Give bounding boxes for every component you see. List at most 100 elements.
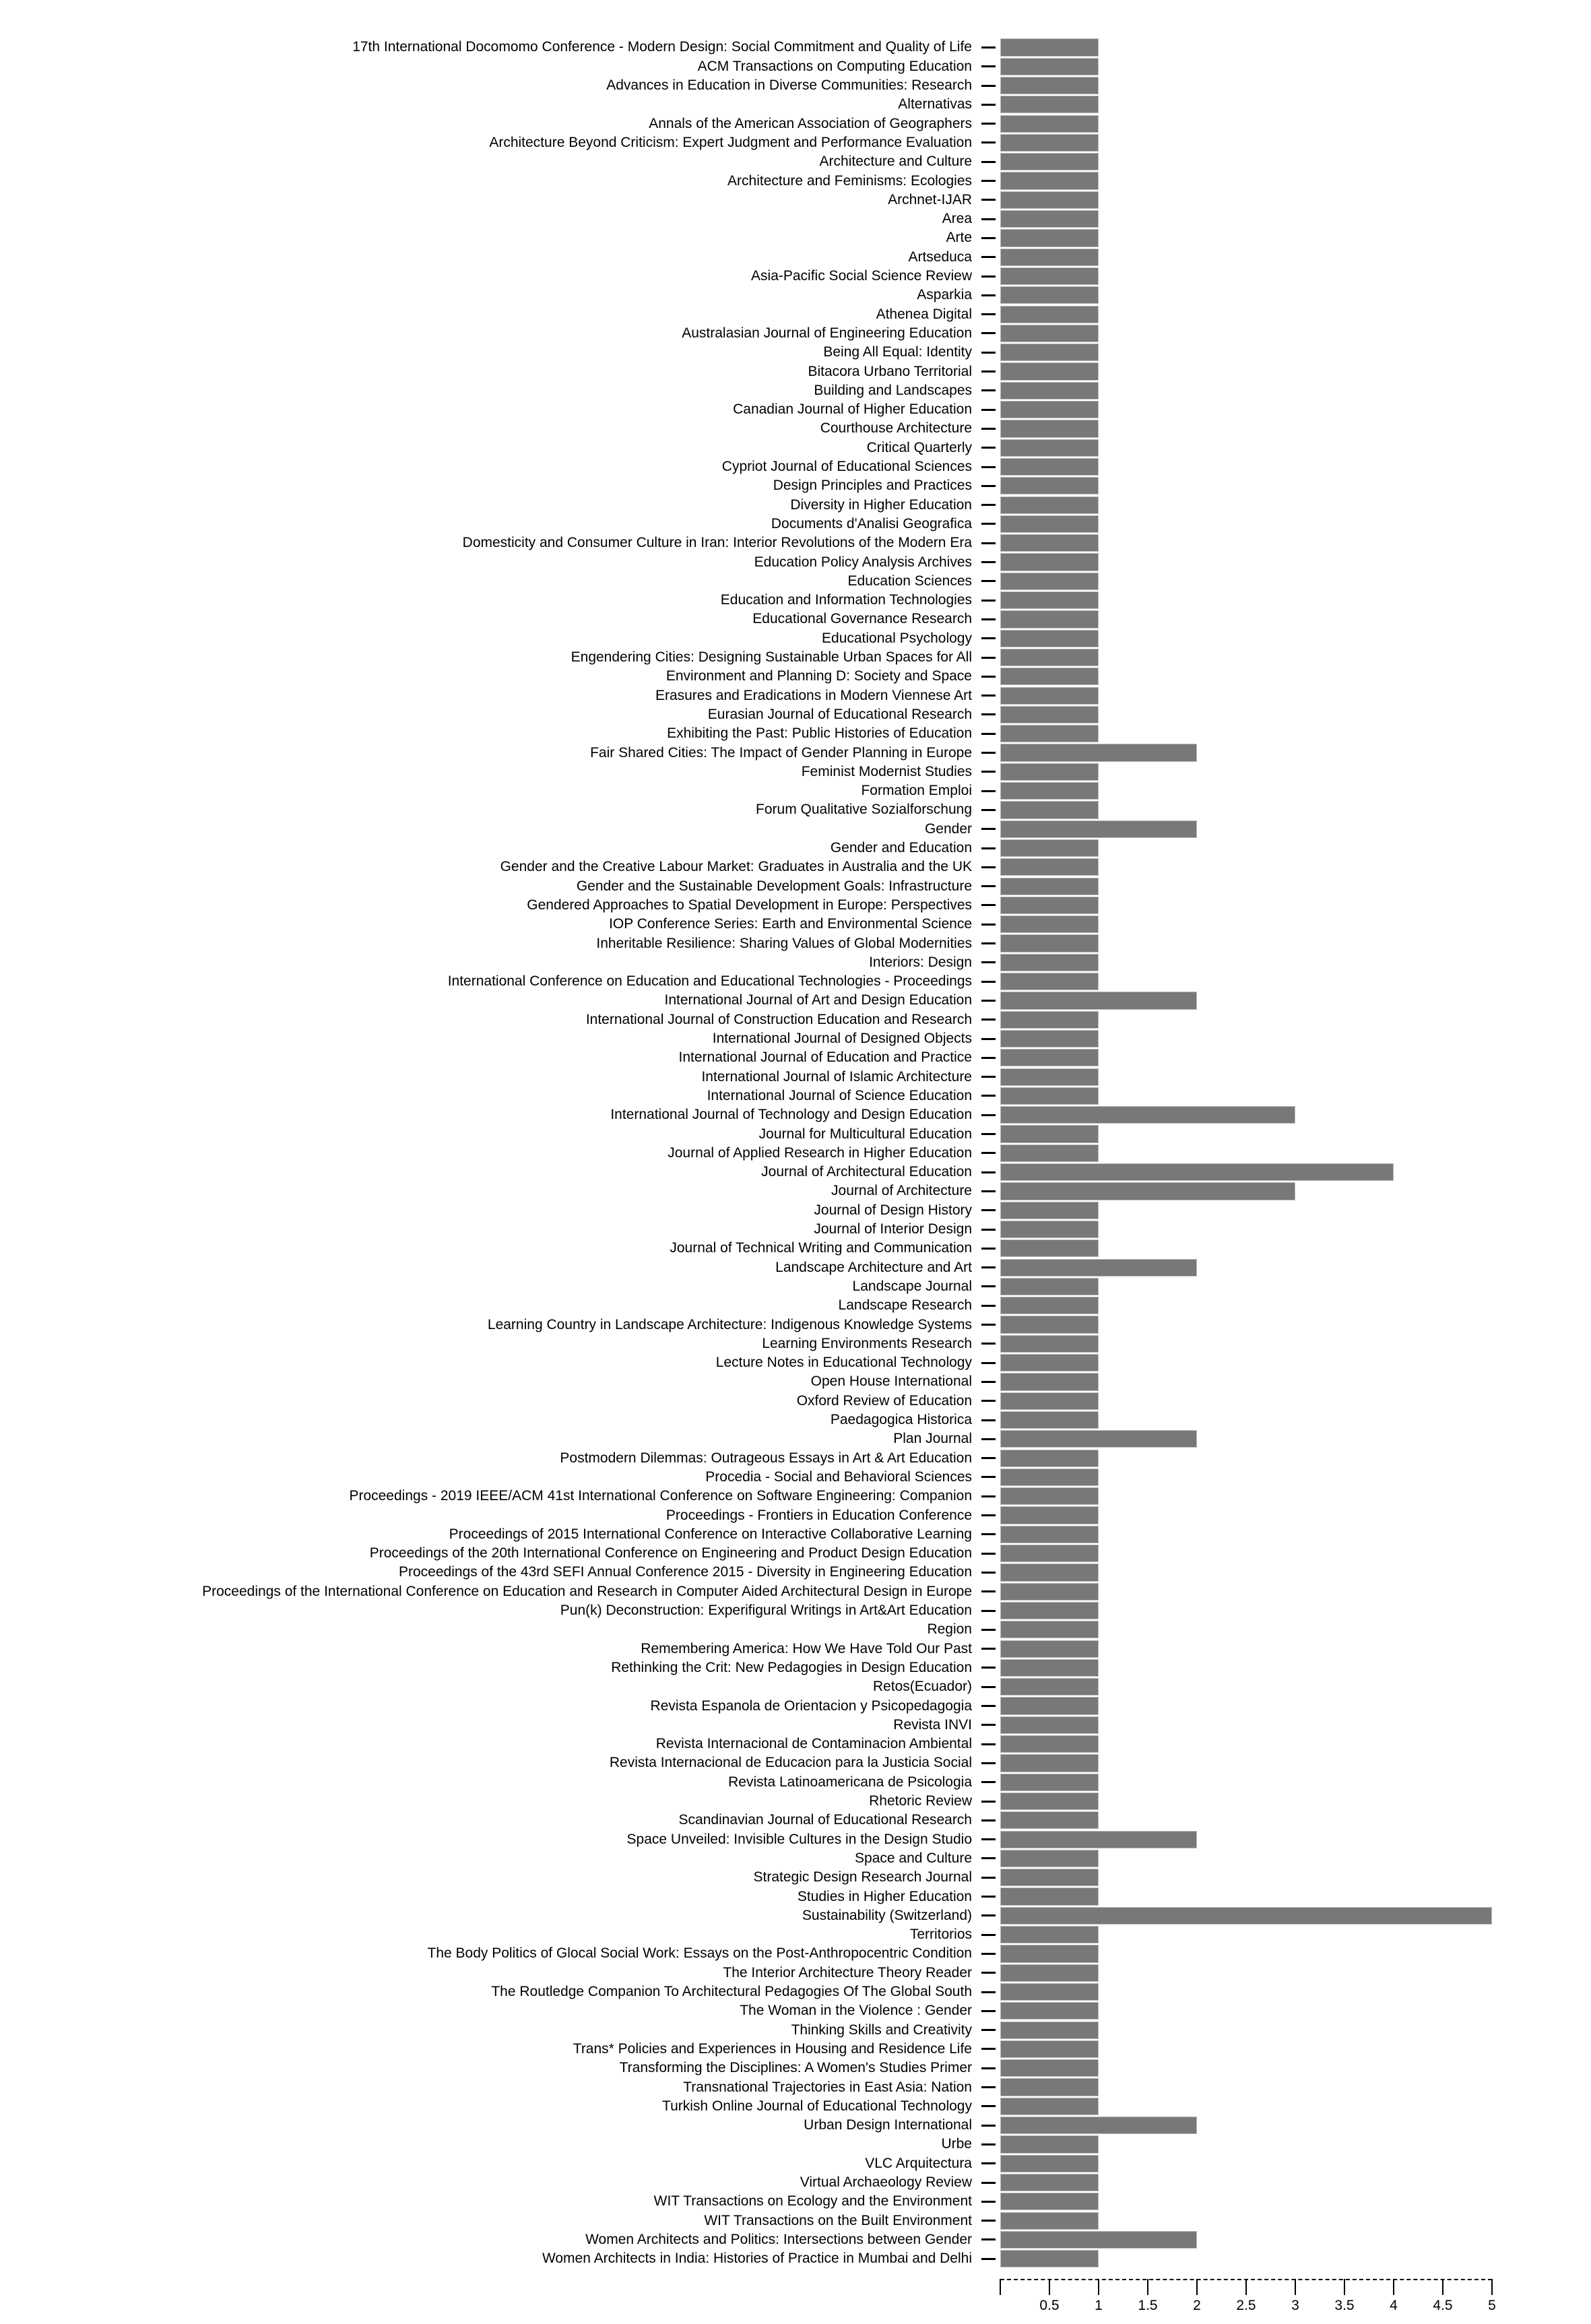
category-label: Proceedings of the International Confere… (202, 1583, 972, 1599)
x-tick-label: 2.5 (1236, 2298, 1256, 2313)
category-label: Architecture Beyond Criticism: Expert Ju… (489, 134, 972, 150)
category-label: Design Principles and Practices (773, 478, 972, 494)
y-tick-mark (981, 2086, 996, 2089)
category-label: International Journal of Designed Object… (712, 1031, 972, 1047)
y-tick-mark (981, 1019, 996, 1021)
bar (1000, 2250, 1099, 2268)
category-label: Transnational Trajectories in East Asia:… (683, 2079, 972, 2095)
category-label: Exhibiting the Past: Public Histories of… (667, 725, 972, 742)
bar (1000, 133, 1099, 152)
x-tick-mark (1049, 2279, 1050, 2295)
bar (1000, 1563, 1099, 1582)
y-tick-mark (981, 2220, 996, 2222)
category-label: Educational Psychology (822, 630, 972, 646)
bar (1000, 1525, 1099, 1543)
category-label: Architecture and Culture (819, 154, 972, 170)
category-label: Retos(Ecuador) (872, 1679, 972, 1695)
bar (1000, 1125, 1099, 1143)
category-label: Women Architects and Politics: Intersect… (585, 2231, 972, 2247)
category-label: Feminist Modernist Studies (801, 763, 972, 779)
bar (1000, 1697, 1099, 1715)
y-tick-mark (981, 1361, 996, 1364)
category-label: Journal for Multicultural Education (758, 1126, 972, 1142)
x-tick-mark (1098, 2279, 1099, 2295)
y-tick-mark (981, 1514, 996, 1517)
y-tick-mark (981, 1209, 996, 1212)
bar (1000, 934, 1099, 953)
category-label: Asia-Pacific Social Science Review (751, 268, 972, 284)
category-label: Plan Journal (893, 1431, 972, 1447)
bar (1000, 1716, 1099, 1734)
bar (1000, 2230, 1197, 2249)
y-tick-mark (981, 599, 996, 602)
category-label: Proceedings of the 20th International Co… (369, 1545, 972, 1561)
y-tick-mark (981, 465, 996, 468)
y-tick-mark (981, 2067, 996, 2069)
category-label: International Journal of Education and P… (678, 1050, 972, 1066)
bar (1000, 1906, 1492, 1925)
y-tick-mark (981, 504, 996, 507)
category-label: 17th International Docomomo Conference -… (352, 39, 972, 55)
category-label: Journal of Architectural Education (761, 1164, 972, 1180)
bar (1000, 477, 1099, 495)
bar (1000, 1506, 1099, 1524)
category-label: Environment and Planning D: Society and … (665, 668, 972, 684)
bar (1000, 1887, 1099, 1906)
category-label: Thinking Skills and Creativity (791, 2022, 972, 2038)
y-tick-mark (981, 1113, 996, 1116)
y-tick-mark (981, 1628, 996, 1631)
y-tick-mark (981, 427, 996, 430)
x-tick-label: 1.5 (1138, 2298, 1158, 2313)
y-tick-mark (981, 1056, 996, 1059)
y-tick-mark (981, 1266, 996, 1269)
x-tick-mark (1000, 2279, 1001, 2295)
y-tick-mark (981, 580, 996, 583)
bar (1000, 1087, 1099, 1105)
y-tick-mark (981, 1667, 996, 1669)
x-tick-mark (1491, 2279, 1493, 2295)
y-tick-mark (981, 1876, 996, 1879)
category-label: Open House International (810, 1374, 972, 1390)
bar (1000, 267, 1099, 286)
bar (1000, 2040, 1099, 2059)
bar (1000, 381, 1099, 399)
bar (1000, 801, 1099, 819)
bar (1000, 992, 1197, 1010)
bar (1000, 1010, 1099, 1029)
y-tick-mark (981, 1685, 996, 1688)
y-tick-mark (981, 675, 996, 678)
bar (1000, 1487, 1099, 1506)
category-label: Documents d'Analisi Geografica (771, 515, 972, 531)
x-tick-label: 3 (1291, 2298, 1299, 2313)
bar (1000, 648, 1099, 667)
category-label: Revista Internacional de Educacion para … (609, 1755, 972, 1771)
category-label: Education Policy Analysis Archives (754, 554, 972, 570)
x-tick-label: 4 (1390, 2298, 1398, 2313)
category-label: Australasian Journal of Engineering Educ… (682, 325, 972, 341)
y-tick-mark (981, 1380, 996, 1383)
category-label: Learning Environments Research (762, 1335, 972, 1351)
bar (1000, 286, 1099, 304)
category-label: Annals of the American Association of Ge… (649, 115, 972, 131)
x-tick-label: 5 (1488, 2298, 1496, 2313)
category-label: Engendering Cities: Designing Sustainabl… (571, 649, 972, 666)
category-label: Women Architects in India: Histories of … (542, 2251, 972, 2267)
y-tick-mark (981, 123, 996, 125)
category-label: Strategic Design Research Journal (753, 1869, 973, 1885)
category-label: Journal of Design History (814, 1202, 972, 1218)
y-tick-mark (981, 523, 996, 525)
y-tick-mark (981, 1743, 996, 1745)
category-label: The Interior Architecture Theory Reader (723, 1964, 972, 1980)
y-tick-mark (981, 923, 996, 926)
bar (1000, 877, 1099, 895)
category-label: International Journal of Art and Design … (664, 992, 972, 1008)
bar (1000, 1754, 1099, 1772)
bar (1000, 839, 1099, 858)
category-label: Proceedings - 2019 IEEE/ACM 41st Interna… (349, 1488, 972, 1504)
x-tick-label: 4.5 (1433, 2298, 1453, 2313)
bar (1000, 115, 1099, 133)
bar (1000, 1792, 1099, 1811)
x-tick-mark (1196, 2279, 1198, 2295)
y-tick-mark (981, 695, 996, 697)
